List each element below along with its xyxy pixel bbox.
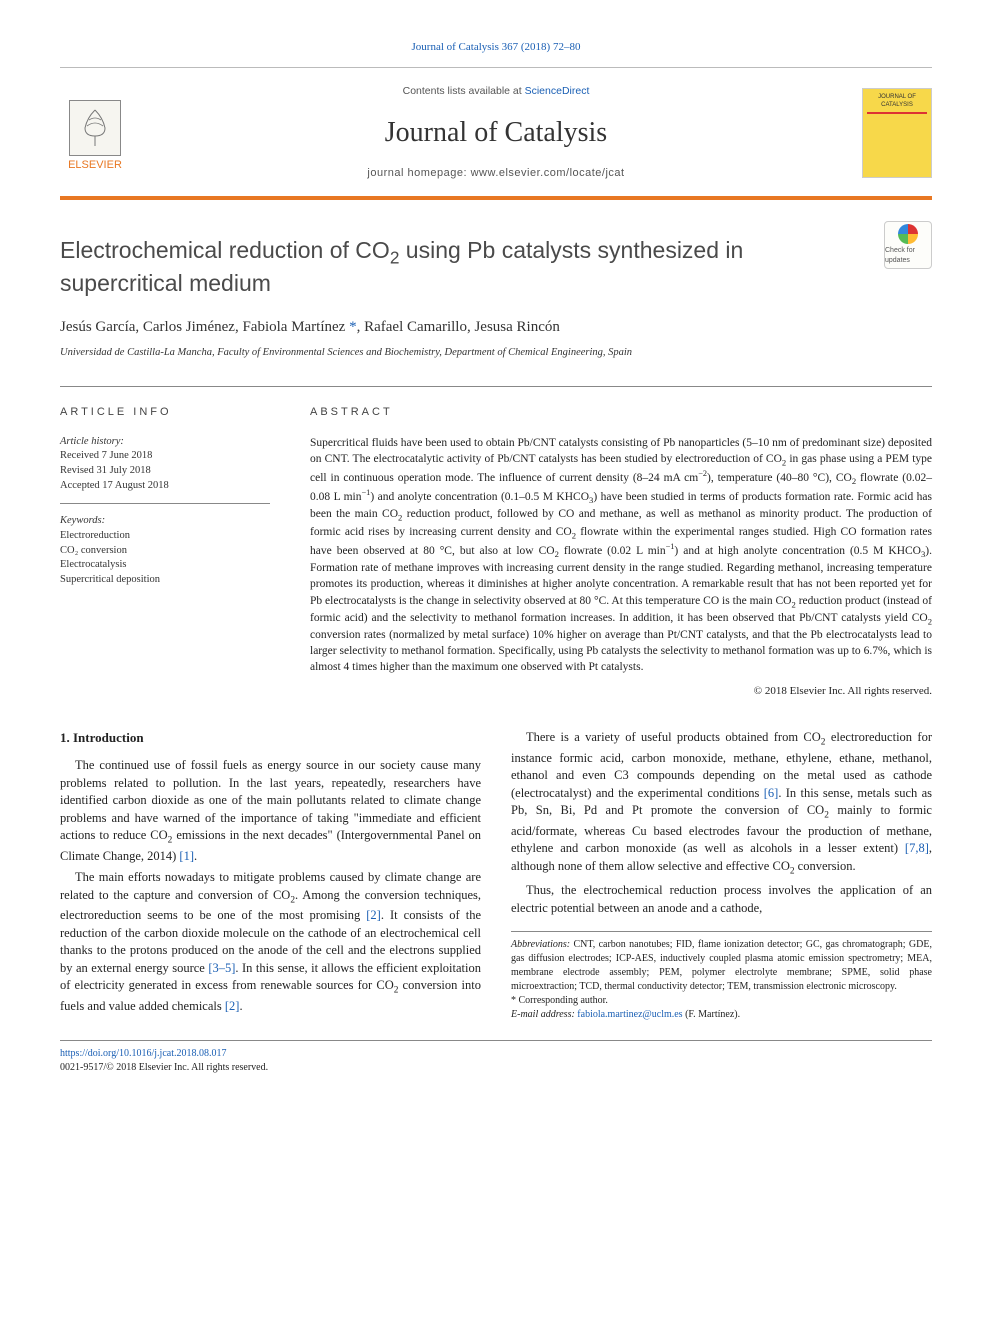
divider — [60, 67, 932, 68]
keyword: Supercritical deposition — [60, 573, 270, 588]
history-received: Received 7 June 2018 — [60, 449, 270, 464]
journal-citation: Journal of Catalysis 367 (2018) 72–80 — [60, 40, 932, 55]
article-meta-row: article info Article history: Received 7… — [60, 386, 932, 699]
doi-link[interactable]: https://doi.org/10.1016/j.jcat.2018.08.0… — [60, 1048, 226, 1059]
sciencedirect-link[interactable]: ScienceDirect — [525, 85, 590, 97]
history-accepted: Accepted 17 August 2018 — [60, 479, 270, 494]
body-paragraph: Thus, the electrochemical reduction proc… — [511, 882, 932, 917]
keywords-block: Keywords: Electroreduction CO₂ conversio… — [60, 514, 270, 587]
article-info-heading: article info — [60, 405, 270, 420]
abstract-copyright: © 2018 Elsevier Inc. All rights reserved… — [310, 684, 932, 699]
abstract-block: abstract Supercritical fluids have been … — [310, 405, 932, 699]
article-title: Electrochemical reduction of CO2 using P… — [60, 236, 842, 299]
body-paragraph: The continued use of fossil fuels as ene… — [60, 757, 481, 865]
crossmark-icon — [898, 224, 918, 244]
check-updates-badge[interactable]: Check for updates — [884, 221, 932, 269]
abstract-heading: abstract — [310, 405, 932, 420]
keyword: Electrocatalysis — [60, 558, 270, 573]
abbreviations-line: Abbreviations: CNT, carbon nanotubes; FI… — [511, 938, 932, 994]
article-info-sidebar: article info Article history: Received 7… — [60, 405, 270, 699]
journal-homepage: journal homepage: www.elsevier.com/locat… — [150, 166, 842, 181]
publisher-name: ELSEVIER — [68, 158, 122, 173]
article-body: 1. Introduction The continued use of fos… — [60, 729, 932, 1022]
affiliation: Universidad de Castilla-La Mancha, Facul… — [60, 346, 932, 361]
author-list: Jesús García, Carlos Jiménez, Fabiola Ma… — [60, 317, 932, 338]
history-label: Article history: — [60, 435, 270, 450]
section-heading-intro: 1. Introduction — [60, 729, 481, 747]
publisher-logo: ELSEVIER — [60, 93, 130, 173]
author-email-link[interactable]: fabiola.martinez@uclm.es — [577, 1009, 682, 1020]
body-paragraph: There is a variety of useful products ob… — [511, 729, 932, 878]
corresponding-author-note: * Corresponding author. — [511, 994, 932, 1008]
article-history: Article history: Received 7 June 2018 Re… — [60, 435, 270, 505]
journal-header: ELSEVIER Contents lists available at Sci… — [60, 74, 932, 199]
journal-cover-thumb: JOURNAL OFCATALYSIS — [862, 88, 932, 178]
elsevier-tree-icon — [69, 100, 121, 156]
keyword: CO₂ conversion — [60, 544, 270, 559]
corresponding-email-line: E-mail address: fabiola.martinez@uclm.es… — [511, 1008, 932, 1022]
abstract-text: Supercritical fluids have been used to o… — [310, 435, 932, 676]
body-paragraph: The main efforts nowadays to mitigate pr… — [60, 869, 481, 1015]
history-revised: Revised 31 July 2018 — [60, 464, 270, 479]
header-center: Contents lists available at ScienceDirec… — [130, 84, 862, 181]
footnotes: Abbreviations: CNT, carbon nanotubes; FI… — [511, 931, 932, 1022]
contents-available-line: Contents lists available at ScienceDirec… — [150, 84, 842, 99]
issn-copyright: 0021-9517/© 2018 Elsevier Inc. All right… — [60, 1062, 268, 1073]
keyword: Electroreduction — [60, 529, 270, 544]
keywords-label: Keywords: — [60, 514, 270, 529]
homepage-url[interactable]: www.elsevier.com/locate/jcat — [471, 167, 625, 179]
page-footer: https://doi.org/10.1016/j.jcat.2018.08.0… — [60, 1040, 932, 1075]
journal-title: Journal of Catalysis — [150, 113, 842, 152]
